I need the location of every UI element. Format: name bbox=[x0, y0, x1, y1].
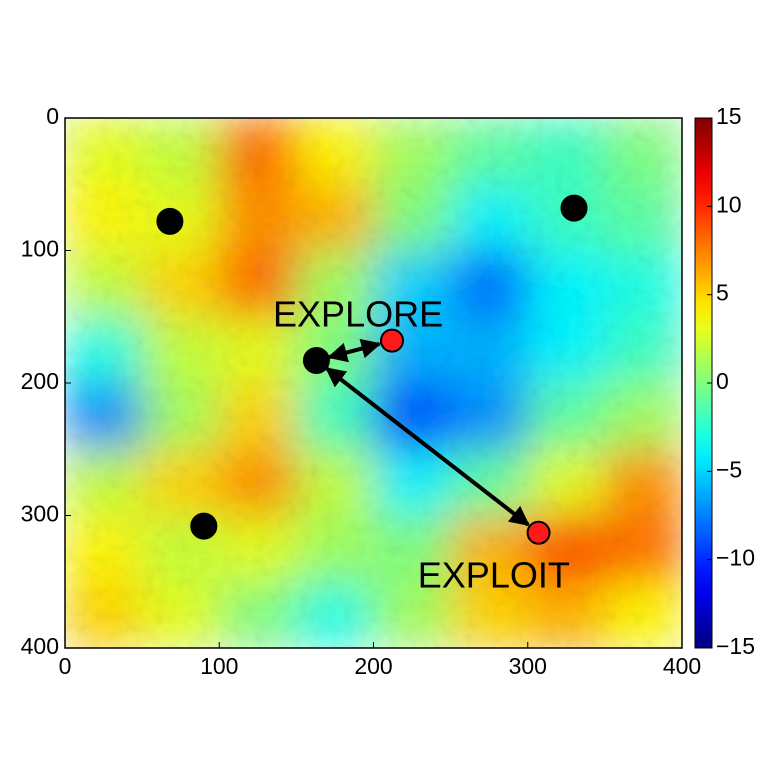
x-tick-label: 100 bbox=[200, 653, 238, 679]
arrow bbox=[325, 366, 530, 527]
annotation: EXPLOIT bbox=[418, 554, 570, 595]
point bbox=[190, 512, 218, 540]
colorbar-tick-label: 10 bbox=[716, 191, 742, 217]
arrow bbox=[327, 338, 382, 363]
colorbar-tick-label: 15 bbox=[716, 103, 742, 129]
y-tick-label: 0 bbox=[46, 103, 59, 129]
point bbox=[560, 194, 588, 222]
point bbox=[156, 207, 184, 235]
x-tick-label: 0 bbox=[59, 653, 72, 679]
heatmap bbox=[65, 118, 682, 648]
y-tick-label: 100 bbox=[21, 236, 59, 262]
texture bbox=[65, 118, 682, 648]
x-tick-label: 300 bbox=[509, 653, 547, 679]
point bbox=[526, 520, 551, 545]
colorbar-tick-label: 0 bbox=[716, 368, 729, 394]
y-tick-label: 300 bbox=[21, 501, 59, 527]
y-tick-label: 200 bbox=[21, 368, 59, 394]
annotation: EXPLORE bbox=[273, 293, 443, 334]
colorbar-tick-label: −5 bbox=[716, 456, 742, 482]
y-tick-label: 400 bbox=[21, 633, 59, 659]
point bbox=[380, 328, 405, 353]
x-tick-label: 200 bbox=[354, 653, 392, 679]
colorbar-tick-label: −10 bbox=[716, 545, 755, 571]
colorbar-tick-label: 5 bbox=[716, 280, 729, 306]
colorbar-tick-label: −15 bbox=[716, 633, 755, 659]
point bbox=[302, 346, 330, 374]
x-tick-label: 400 bbox=[663, 653, 701, 679]
